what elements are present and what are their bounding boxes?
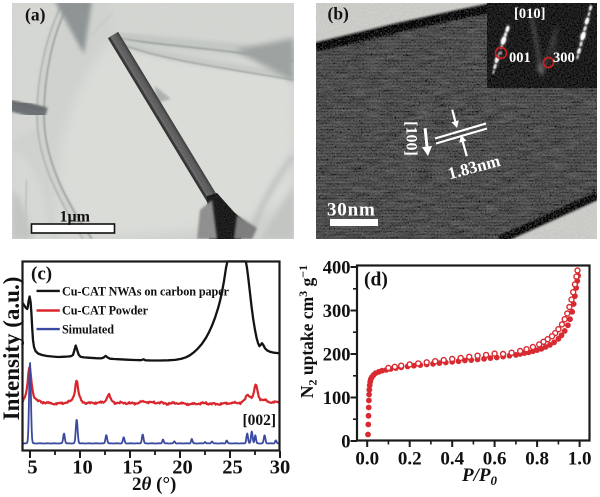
svg-text:Cu-CAT Powder: Cu-CAT Powder (62, 304, 149, 318)
svg-text:1μm: 1μm (60, 209, 91, 226)
svg-text:Intensity (a.u.): Intensity (a.u.) (0, 277, 24, 421)
svg-text:25: 25 (222, 457, 243, 479)
svg-text:20: 20 (172, 457, 193, 479)
svg-text:P/P0: P/P0 (461, 465, 498, 488)
svg-text:200: 200 (323, 345, 351, 365)
svg-text:30nm: 30nm (327, 200, 376, 221)
svg-text:N2 uptake cm3 g−1: N2 uptake cm3 g−1 (296, 265, 320, 398)
svg-text:30: 30 (270, 457, 291, 479)
svg-text:Simulated: Simulated (62, 322, 114, 336)
svg-text:15: 15 (122, 457, 143, 479)
svg-text:300: 300 (323, 302, 351, 322)
svg-text:2θ (°): 2θ (°) (132, 474, 176, 495)
svg-text:0.8: 0.8 (525, 449, 549, 470)
svg-text:(a): (a) (25, 5, 46, 25)
svg-text:10: 10 (72, 457, 93, 479)
svg-text:300: 300 (553, 50, 575, 66)
svg-text:0.0: 0.0 (355, 449, 379, 470)
svg-text:Cu-CAT NWAs on carbon paper: Cu-CAT NWAs on carbon paper (62, 284, 230, 298)
svg-text:100: 100 (323, 389, 351, 409)
svg-text:[002]: [002] (243, 412, 277, 429)
svg-text:001: 001 (509, 50, 531, 66)
svg-text:0: 0 (341, 432, 350, 452)
svg-text:0.4: 0.4 (440, 449, 464, 470)
svg-text:400: 400 (323, 258, 351, 278)
svg-text:[010]: [010] (514, 6, 545, 22)
svg-text:[100]: [100] (403, 121, 420, 156)
svg-text:5: 5 (27, 457, 37, 479)
svg-text:0.6: 0.6 (483, 449, 507, 470)
svg-text:(b): (b) (328, 4, 350, 24)
svg-text:(d): (d) (364, 270, 388, 291)
svg-text:0.2: 0.2 (398, 449, 422, 470)
svg-text:1.0: 1.0 (568, 449, 592, 470)
svg-text:(c): (c) (31, 264, 52, 285)
